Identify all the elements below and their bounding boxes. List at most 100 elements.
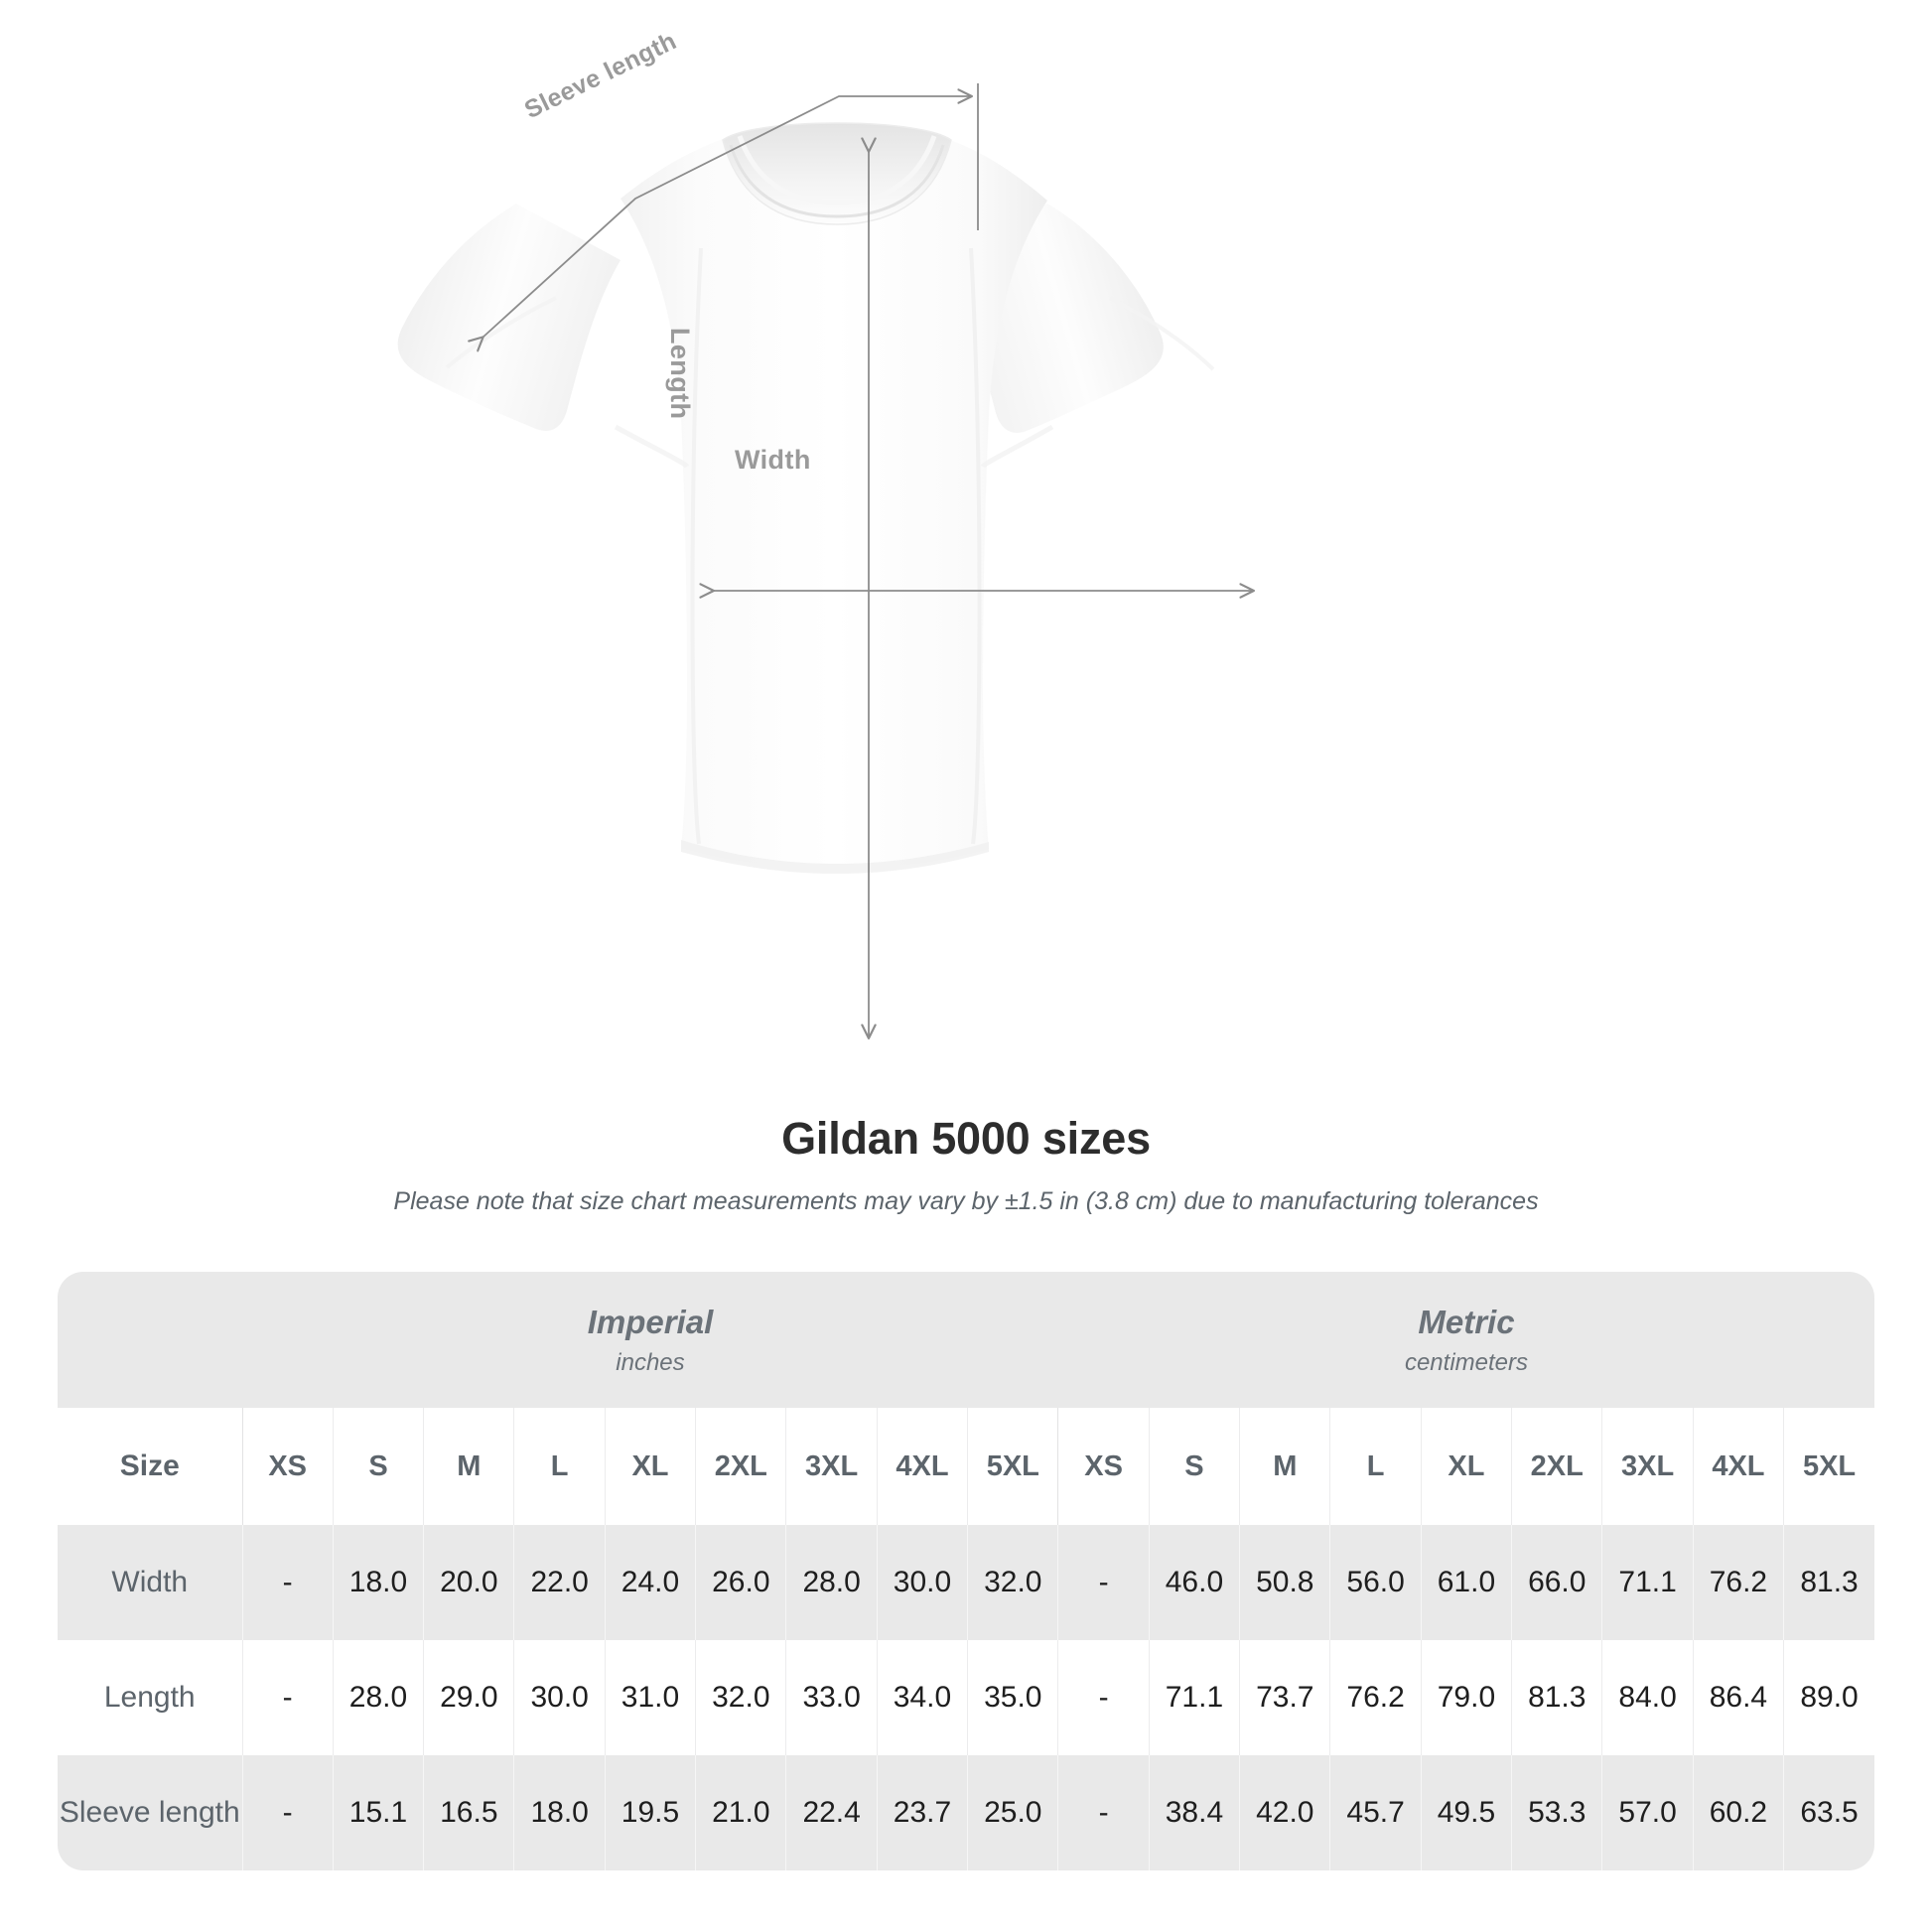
size-header-cell-2xl: 2XL: [695, 1408, 786, 1525]
cell-sleeve-length-imperial-l: 18.0: [513, 1755, 606, 1870]
cell-length-imperial-5xl: 35.0: [967, 1640, 1058, 1755]
size-header-cell-4xl: 4XL: [1692, 1408, 1784, 1525]
size-header-cell-4xl: 4XL: [876, 1408, 968, 1525]
cell-length-imperial-2xl: 32.0: [695, 1640, 786, 1755]
cell-sleeve-length-imperial-xs: -: [241, 1755, 334, 1870]
size-header-cell-5xl: 5XL: [967, 1408, 1058, 1525]
cell-sleeve-length-metric-2xl: 53.3: [1511, 1755, 1602, 1870]
cell-width-metric-s: 46.0: [1148, 1525, 1240, 1640]
cell-length-metric-xl: 79.0: [1420, 1640, 1512, 1755]
cell-sleeve-length-imperial-3xl: 22.4: [785, 1755, 878, 1870]
row-label-length: Length: [58, 1640, 242, 1755]
cell-width-imperial-4xl: 30.0: [876, 1525, 968, 1640]
size-header-cell-3xl: 3XL: [1601, 1408, 1694, 1525]
size-header-cell-m: M: [1239, 1408, 1330, 1525]
size-column-header: Size: [58, 1408, 242, 1525]
cell-sleeve-length-imperial-s: 15.1: [332, 1755, 424, 1870]
cell-width-imperial-l: 22.0: [513, 1525, 606, 1640]
cell-width-imperial-5xl: 32.0: [967, 1525, 1058, 1640]
cell-sleeve-length-imperial-xl: 19.5: [604, 1755, 696, 1870]
size-header-cell-5xl: 5XL: [1783, 1408, 1874, 1525]
cell-length-metric-4xl: 86.4: [1692, 1640, 1784, 1755]
size-header-cell-s: S: [332, 1408, 424, 1525]
cell-length-imperial-4xl: 34.0: [876, 1640, 968, 1755]
cell-length-metric-xs: -: [1057, 1640, 1150, 1755]
cell-width-metric-m: 50.8: [1239, 1525, 1330, 1640]
unit-group-name: Imperial: [587, 1303, 714, 1340]
unit-header-row: Imperial inches Metric centimeters: [58, 1272, 1874, 1408]
size-header-cell-l: L: [1329, 1408, 1422, 1525]
title-block: Gildan 5000 sizes Please note that size …: [0, 1112, 1932, 1216]
row-label-width: Width: [58, 1525, 242, 1640]
length-label: Length: [665, 328, 695, 420]
cell-width-imperial-s: 18.0: [332, 1525, 424, 1640]
cell-sleeve-length-metric-3xl: 57.0: [1601, 1755, 1694, 1870]
unit-group-header-metric: Metric centimeters: [1057, 1272, 1874, 1408]
cell-width-metric-xl: 61.0: [1420, 1525, 1512, 1640]
unit-group-subtitle: inches: [616, 1348, 685, 1376]
cell-width-imperial-xs: -: [241, 1525, 334, 1640]
cell-length-imperial-3xl: 33.0: [785, 1640, 878, 1755]
row-label-sleeve-length: Sleeve length: [58, 1755, 242, 1870]
cell-length-imperial-l: 30.0: [513, 1640, 606, 1755]
size-chart-table-container: Imperial inches Metric centimeters Size XS S M…: [58, 1272, 1874, 1870]
page-subtitle: Please note that size chart measurements…: [393, 1187, 1539, 1215]
cell-length-imperial-s: 28.0: [332, 1640, 424, 1755]
size-chart-table: Imperial inches Metric centimeters Size XS S M…: [58, 1272, 1874, 1870]
cell-sleeve-length-imperial-2xl: 21.0: [695, 1755, 786, 1870]
cell-length-imperial-xl: 31.0: [604, 1640, 696, 1755]
cell-length-metric-s: 71.1: [1148, 1640, 1240, 1755]
cell-length-metric-2xl: 81.3: [1511, 1640, 1602, 1755]
size-header-cell-xl: XL: [1420, 1408, 1512, 1525]
cell-width-metric-4xl: 76.2: [1692, 1525, 1784, 1640]
tshirt-illustration: [397, 83, 1932, 1112]
cell-width-metric-5xl: 81.3: [1783, 1525, 1874, 1640]
cell-sleeve-length-metric-l: 45.7: [1329, 1755, 1422, 1870]
tshirt-left-sleeve: [397, 204, 621, 431]
table-row: Sleeve length -15.1 16.5 18.0 19.5 21.0 22.4 23…: [58, 1755, 1874, 1870]
size-header-cell-xs: XS: [241, 1408, 334, 1525]
unit-group-subtitle: centimeters: [1404, 1348, 1528, 1376]
size-header-row: Size XS S M L XL 2XL 3XL 4XL 5XL XS S M L XL 2XL 3XL 4XL 5…: [58, 1408, 1874, 1525]
tshirt-silhouette: [397, 122, 1215, 874]
unit-group-header-imperial: Imperial inches: [242, 1272, 1058, 1408]
size-header-cell-2xl: 2XL: [1511, 1408, 1602, 1525]
size-header-cell-xl: XL: [604, 1408, 696, 1525]
tshirt-body: [621, 123, 1047, 870]
size-header-cell-s: S: [1148, 1408, 1240, 1525]
size-header-cell-m: M: [423, 1408, 514, 1525]
cell-sleeve-length-metric-5xl: 63.5: [1783, 1755, 1874, 1870]
cell-width-imperial-m: 20.0: [423, 1525, 514, 1640]
cell-width-metric-2xl: 66.0: [1511, 1525, 1602, 1640]
cell-sleeve-length-metric-4xl: 60.2: [1692, 1755, 1784, 1870]
cell-length-imperial-m: 29.0: [423, 1640, 514, 1755]
table-row: Width -18.0 20.0 22.0 24.0 26.0 28.0 30.0 32.0-4…: [58, 1525, 1874, 1640]
dimension-lines: [483, 83, 1253, 1037]
cell-sleeve-length-metric-xl: 49.5: [1420, 1755, 1512, 1870]
size-header-cell-xs: XS: [1057, 1408, 1150, 1525]
cell-length-imperial-xs: -: [241, 1640, 334, 1755]
cell-sleeve-length-metric-m: 42.0: [1239, 1755, 1330, 1870]
cell-length-metric-m: 73.7: [1239, 1640, 1330, 1755]
cell-width-metric-xs: -: [1057, 1525, 1150, 1640]
width-label: Width: [735, 445, 811, 475]
cell-length-metric-l: 76.2: [1329, 1640, 1422, 1755]
unit-header-spacer: [58, 1272, 242, 1408]
cell-width-imperial-xl: 24.0: [604, 1525, 696, 1640]
cell-length-metric-5xl: 89.0: [1783, 1640, 1874, 1755]
size-header-cell-3xl: 3XL: [785, 1408, 878, 1525]
table-row: Length -28.0 29.0 30.0 31.0 32.0 33.0 34.0 35.0-…: [58, 1640, 1874, 1755]
tshirt-diagram: Sleeve length Length Width: [397, 27, 1932, 1112]
cell-width-metric-l: 56.0: [1329, 1525, 1422, 1640]
page-title: Gildan 5000 sizes: [781, 1113, 1151, 1164]
size-header-cell-l: L: [513, 1408, 606, 1525]
sleeve-length-arrow: [483, 96, 971, 338]
cell-sleeve-length-imperial-5xl: 25.0: [967, 1755, 1058, 1870]
cell-sleeve-length-imperial-4xl: 23.7: [876, 1755, 968, 1870]
cell-width-imperial-3xl: 28.0: [785, 1525, 878, 1640]
cell-width-metric-3xl: 71.1: [1601, 1525, 1694, 1640]
cell-sleeve-length-metric-xs: -: [1057, 1755, 1150, 1870]
unit-group-name: Metric: [1418, 1303, 1515, 1340]
size-table-body: Width -18.0 20.0 22.0 24.0 26.0 28.0 30.0 32.0-4…: [58, 1525, 1874, 1870]
cell-sleeve-length-imperial-m: 16.5: [423, 1755, 514, 1870]
